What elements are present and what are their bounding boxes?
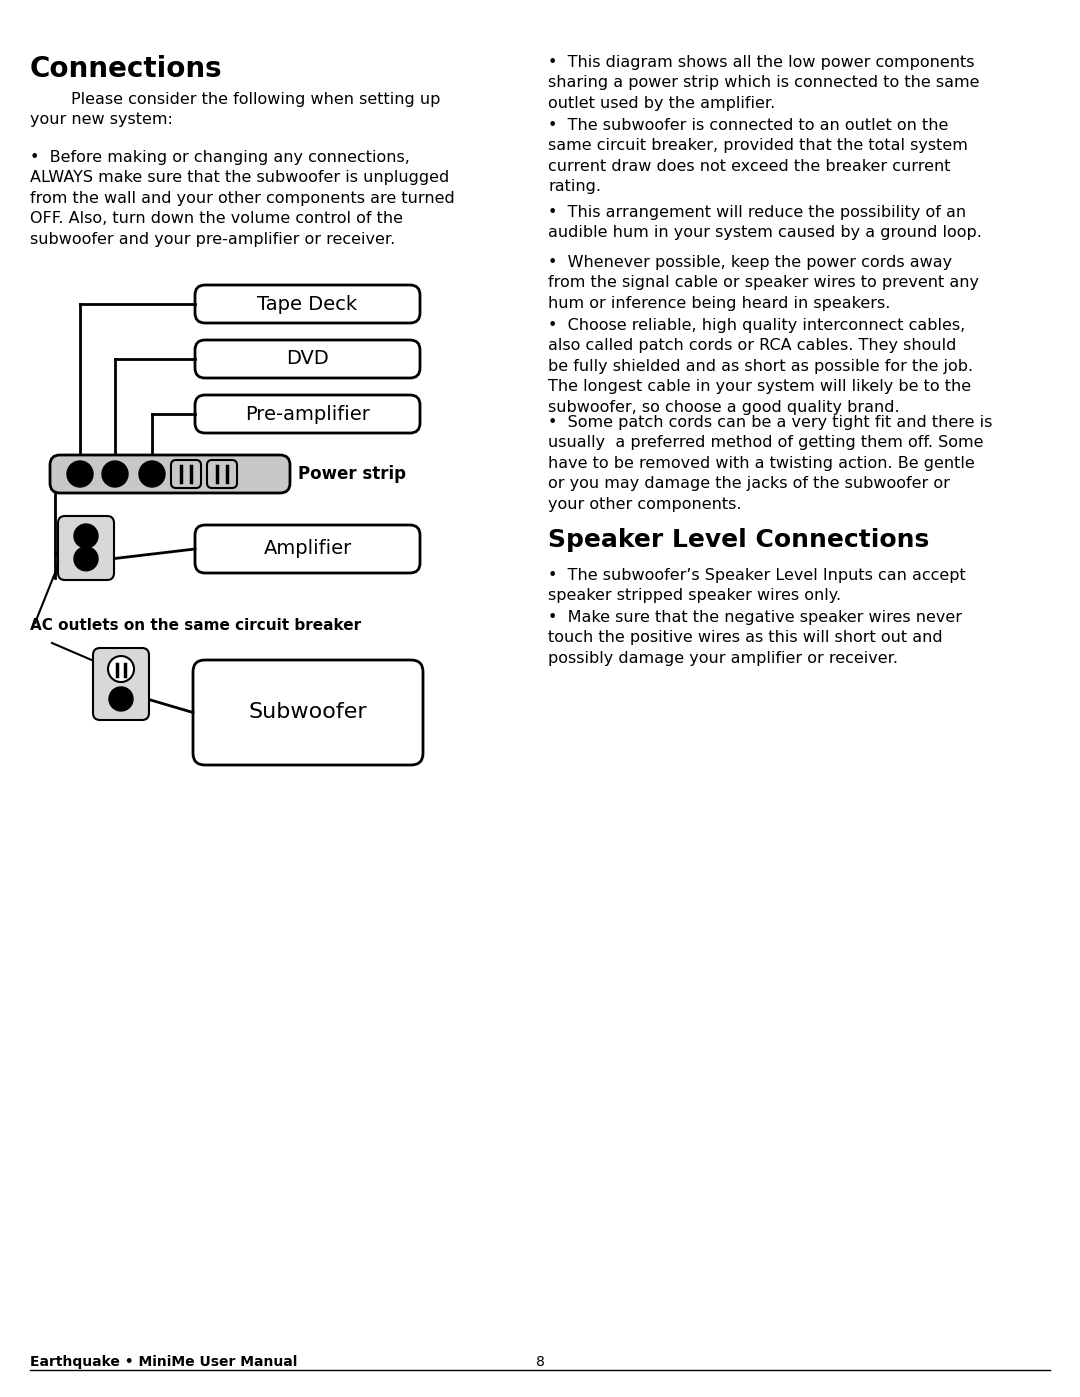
- Text: Earthquake • MiniMe User Manual: Earthquake • MiniMe User Manual: [30, 1355, 297, 1369]
- Circle shape: [109, 687, 133, 711]
- FancyBboxPatch shape: [58, 515, 114, 580]
- FancyBboxPatch shape: [171, 460, 201, 488]
- Circle shape: [75, 546, 98, 571]
- FancyBboxPatch shape: [193, 659, 423, 766]
- FancyBboxPatch shape: [50, 455, 291, 493]
- Text: DVD: DVD: [286, 349, 329, 369]
- Circle shape: [102, 461, 129, 488]
- Text: Tape Deck: Tape Deck: [257, 295, 357, 313]
- Circle shape: [139, 461, 165, 488]
- Text: Pre-amplifier: Pre-amplifier: [245, 405, 370, 423]
- FancyBboxPatch shape: [207, 460, 237, 488]
- FancyBboxPatch shape: [195, 339, 420, 379]
- Text: 8: 8: [536, 1355, 544, 1369]
- Circle shape: [67, 461, 93, 488]
- Text: •  The subwoofer’s Speaker Level Inputs can accept
speaker stripped speaker wire: • The subwoofer’s Speaker Level Inputs c…: [548, 569, 966, 604]
- FancyBboxPatch shape: [195, 525, 420, 573]
- FancyBboxPatch shape: [195, 285, 420, 323]
- Text: AC outlets on the same circuit breaker: AC outlets on the same circuit breaker: [30, 617, 361, 633]
- Text: •  Before making or changing any connections,
ALWAYS make sure that the subwoofe: • Before making or changing any connecti…: [30, 149, 455, 247]
- Circle shape: [108, 657, 134, 682]
- Text: •  Whenever possible, keep the power cords away
from the signal cable or speaker: • Whenever possible, keep the power cord…: [548, 256, 978, 310]
- Text: Amplifier: Amplifier: [264, 539, 352, 559]
- Text: Subwoofer: Subwoofer: [248, 703, 367, 722]
- Text: •  Choose reliable, high quality interconnect cables,
also called patch cords or: • Choose reliable, high quality intercon…: [548, 319, 973, 415]
- Text: •  Make sure that the negative speaker wires never
touch the positive wires as t: • Make sure that the negative speaker wi…: [548, 610, 962, 666]
- Text: Power strip: Power strip: [298, 465, 406, 483]
- Text: Speaker Level Connections: Speaker Level Connections: [548, 528, 929, 552]
- Circle shape: [75, 524, 98, 548]
- Text: Please consider the following when setting up
your new system:: Please consider the following when setti…: [30, 92, 441, 127]
- Text: •  Some patch cords can be a very tight fit and there is
usually  a preferred me: • Some patch cords can be a very tight f…: [548, 415, 993, 511]
- Text: •  This arrangement will reduce the possibility of an
audible hum in your system: • This arrangement will reduce the possi…: [548, 205, 982, 240]
- FancyBboxPatch shape: [93, 648, 149, 719]
- Text: Connections: Connections: [30, 54, 222, 82]
- FancyBboxPatch shape: [195, 395, 420, 433]
- Text: •  The subwoofer is connected to an outlet on the
same circuit breaker, provided: • The subwoofer is connected to an outle…: [548, 117, 968, 194]
- Text: •  This diagram shows all the low power components
sharing a power strip which i: • This diagram shows all the low power c…: [548, 54, 980, 110]
